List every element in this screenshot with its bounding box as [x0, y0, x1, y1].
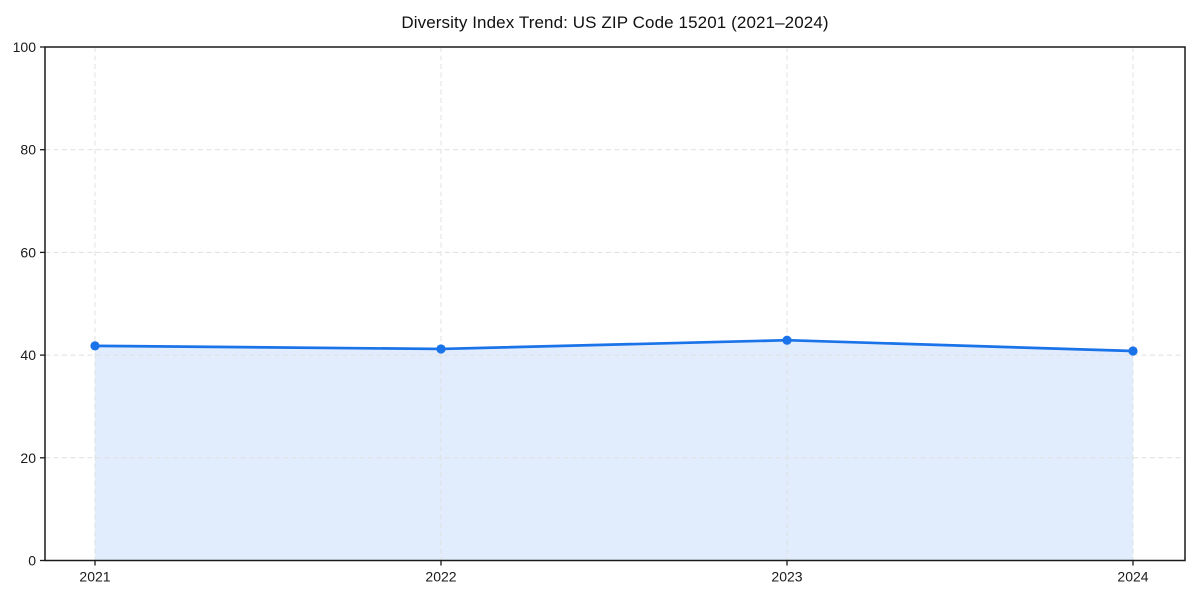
data-point-2021: [90, 341, 100, 351]
trend-line: [93, 338, 1135, 353]
y-tick-label-40: 40: [20, 347, 36, 363]
area-fill: [95, 340, 1133, 561]
chart-title: Diversity Index Trend: US ZIP Code 15201…: [401, 13, 829, 32]
y-tick-label-60: 60: [20, 244, 36, 260]
y-tick-label-20: 20: [20, 450, 36, 466]
x-tick-label-2021: 2021: [79, 569, 110, 585]
data-point-2022: [436, 344, 446, 354]
y-tick-label-80: 80: [20, 142, 36, 158]
y-tick-label-0: 0: [28, 553, 36, 569]
x-tick-label-2022: 2022: [425, 569, 456, 585]
plot-border: [44, 46, 1186, 562]
data-point-2024: [1128, 346, 1138, 356]
x-tick-label-2023: 2023: [771, 569, 802, 585]
x-tick-label-2024: 2024: [1117, 569, 1148, 585]
y-tick-label-100: 100: [13, 39, 37, 55]
data-point-2023: [782, 335, 792, 345]
